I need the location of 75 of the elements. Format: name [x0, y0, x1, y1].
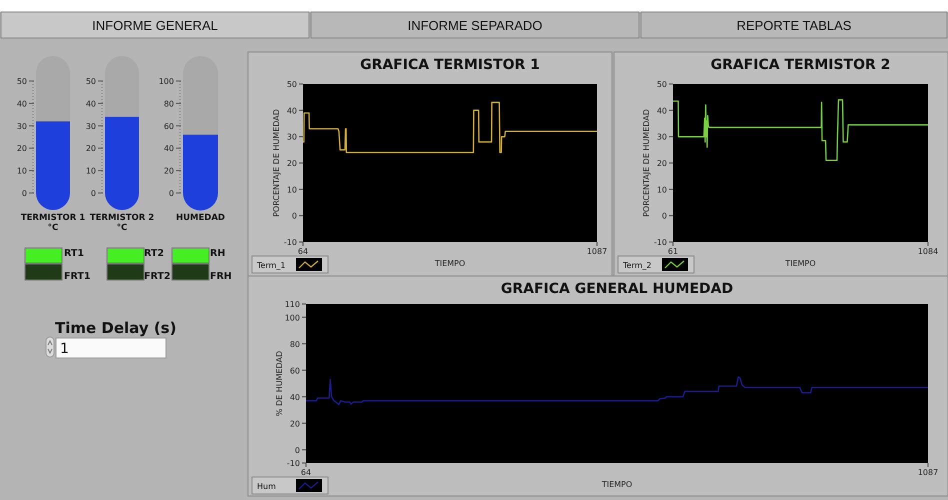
y-tick-label: 10: [16, 166, 27, 176]
x-axis-title: TIEMPO: [600, 480, 632, 489]
y-tick-label: 0: [90, 189, 96, 198]
legend-label: Term_1: [256, 261, 286, 270]
x-tick-label: TERMISTOR 1 °C: [20, 213, 86, 233]
y-tick-label: 50: [656, 80, 667, 89]
y-tick-label: 100: [158, 77, 174, 86]
y-tick-label: 50: [86, 77, 96, 86]
text: Hum: [257, 482, 276, 491]
x-tick-label: 1087: [918, 468, 938, 477]
text: RT2: [144, 248, 164, 259]
y-tick-label: 60: [164, 122, 174, 131]
y-tick-label: 30: [656, 132, 667, 142]
text: FRH: [210, 271, 232, 282]
line-series: [302, 102, 598, 154]
y-tick-label: 30: [86, 122, 96, 131]
text: REPORTE TABLAS: [736, 18, 852, 33]
y-tick-label: 40: [286, 106, 297, 116]
x-tick-label: 1084: [918, 247, 938, 256]
chart-title: GRAFICA TERMISTOR 2: [710, 57, 890, 73]
y-tick-label: 50: [286, 80, 297, 89]
text: INFORME GENERAL: [92, 18, 218, 33]
y-tick-label: 0: [22, 189, 27, 198]
x-tick-label: HUMEDAD: [176, 213, 225, 223]
legend-label: Term_2: [622, 261, 652, 270]
y-tick-label: 20: [164, 166, 174, 176]
text: Time Delay (s): [55, 319, 176, 337]
y-tick-label: 100: [284, 313, 300, 322]
y-tick-label: 0: [168, 189, 174, 198]
y-tick-label: 40: [16, 99, 27, 108]
text: 1: [60, 341, 69, 357]
y-tick-label: 20: [656, 159, 667, 168]
y-tick-label: 0: [662, 212, 667, 221]
x-tick-label: 64: [298, 247, 308, 256]
y-tick-label: 80: [290, 340, 300, 349]
y-tick-label: 40: [164, 144, 174, 154]
x-tick-label: TERMISTOR 2 °C: [90, 213, 154, 233]
y-tick-label: 30: [286, 132, 297, 142]
y-tick-label: -10: [286, 459, 300, 468]
y-tick-label: -10: [284, 238, 297, 247]
y-tick-label: 20: [86, 144, 96, 154]
line-series: [305, 376, 929, 406]
y-axis-title: PORCENTAJE DE HUMEDAD: [272, 109, 281, 217]
x-tick-label: 61: [668, 247, 678, 256]
y-tick-label: -10: [654, 238, 667, 247]
line-series: [672, 99, 929, 162]
text: INFORME SEPARADO: [408, 18, 542, 33]
y-axis-title: % DE HUMEDAD: [275, 350, 284, 416]
y-tick-label: 30: [16, 122, 27, 131]
y-tick-label: 50: [16, 77, 27, 86]
chart-title: GRAFICA TERMISTOR 1: [360, 57, 540, 73]
text: RH: [210, 248, 226, 259]
y-tick-label: 110: [284, 300, 300, 309]
y-tick-label: 20: [286, 159, 297, 168]
y-tick-label: 60: [290, 366, 300, 376]
x-axis-title: TIEMPO: [784, 259, 816, 268]
y-tick-label: 20: [290, 419, 300, 428]
text: FRT2: [144, 271, 170, 282]
text: FRT1: [64, 271, 90, 282]
y-tick-label: 80: [164, 99, 174, 108]
y-tick-label: 20: [16, 144, 27, 154]
x-tick-label: 1087: [586, 247, 608, 256]
x-axis-title: TIEMPO: [434, 259, 466, 268]
text: RT1: [64, 248, 84, 259]
chart-title: GRAFICA GENERAL HUMEDAD: [500, 281, 734, 297]
y-tick-label: 10: [86, 166, 96, 176]
y-tick-label: 40: [290, 392, 300, 402]
y-tick-label: 40: [656, 106, 667, 116]
x-tick-label: 64: [300, 468, 312, 477]
y-tick-label: 10: [286, 185, 297, 194]
y-tick-label: 0: [294, 446, 300, 455]
y-tick-label: 10: [656, 185, 667, 194]
y-tick-label: 0: [292, 212, 297, 221]
y-axis-title: PORCENTAJE DE HUMEDAD: [642, 109, 651, 217]
y-tick-label: 40: [86, 99, 96, 108]
